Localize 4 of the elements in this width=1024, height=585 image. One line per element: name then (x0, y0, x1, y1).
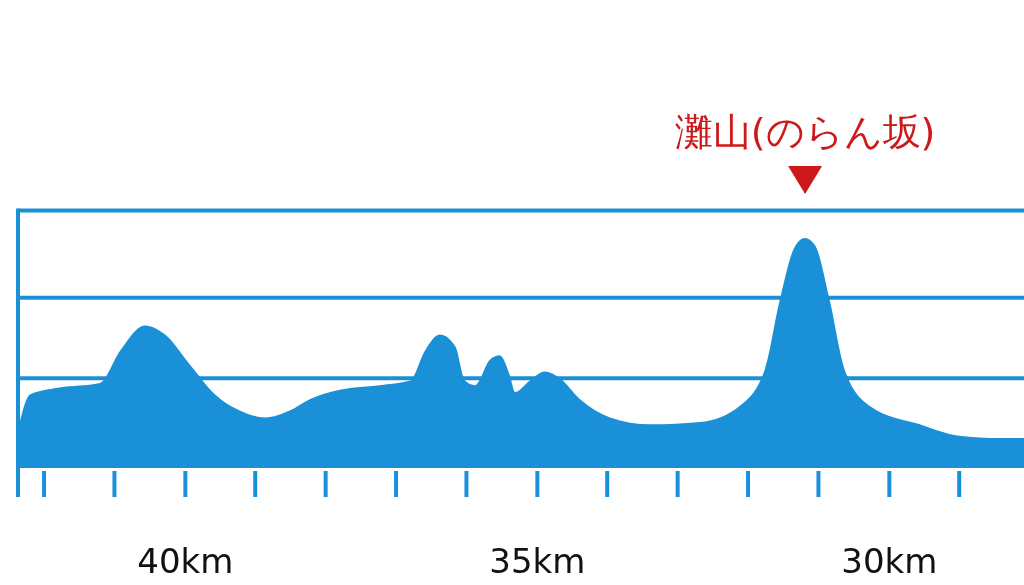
x-tick-label: 35km (489, 541, 586, 582)
x-tick-label: 40km (137, 541, 234, 582)
x-tick-label: 30km (841, 541, 938, 582)
text: 灘山(のらん坂) (674, 110, 936, 154)
